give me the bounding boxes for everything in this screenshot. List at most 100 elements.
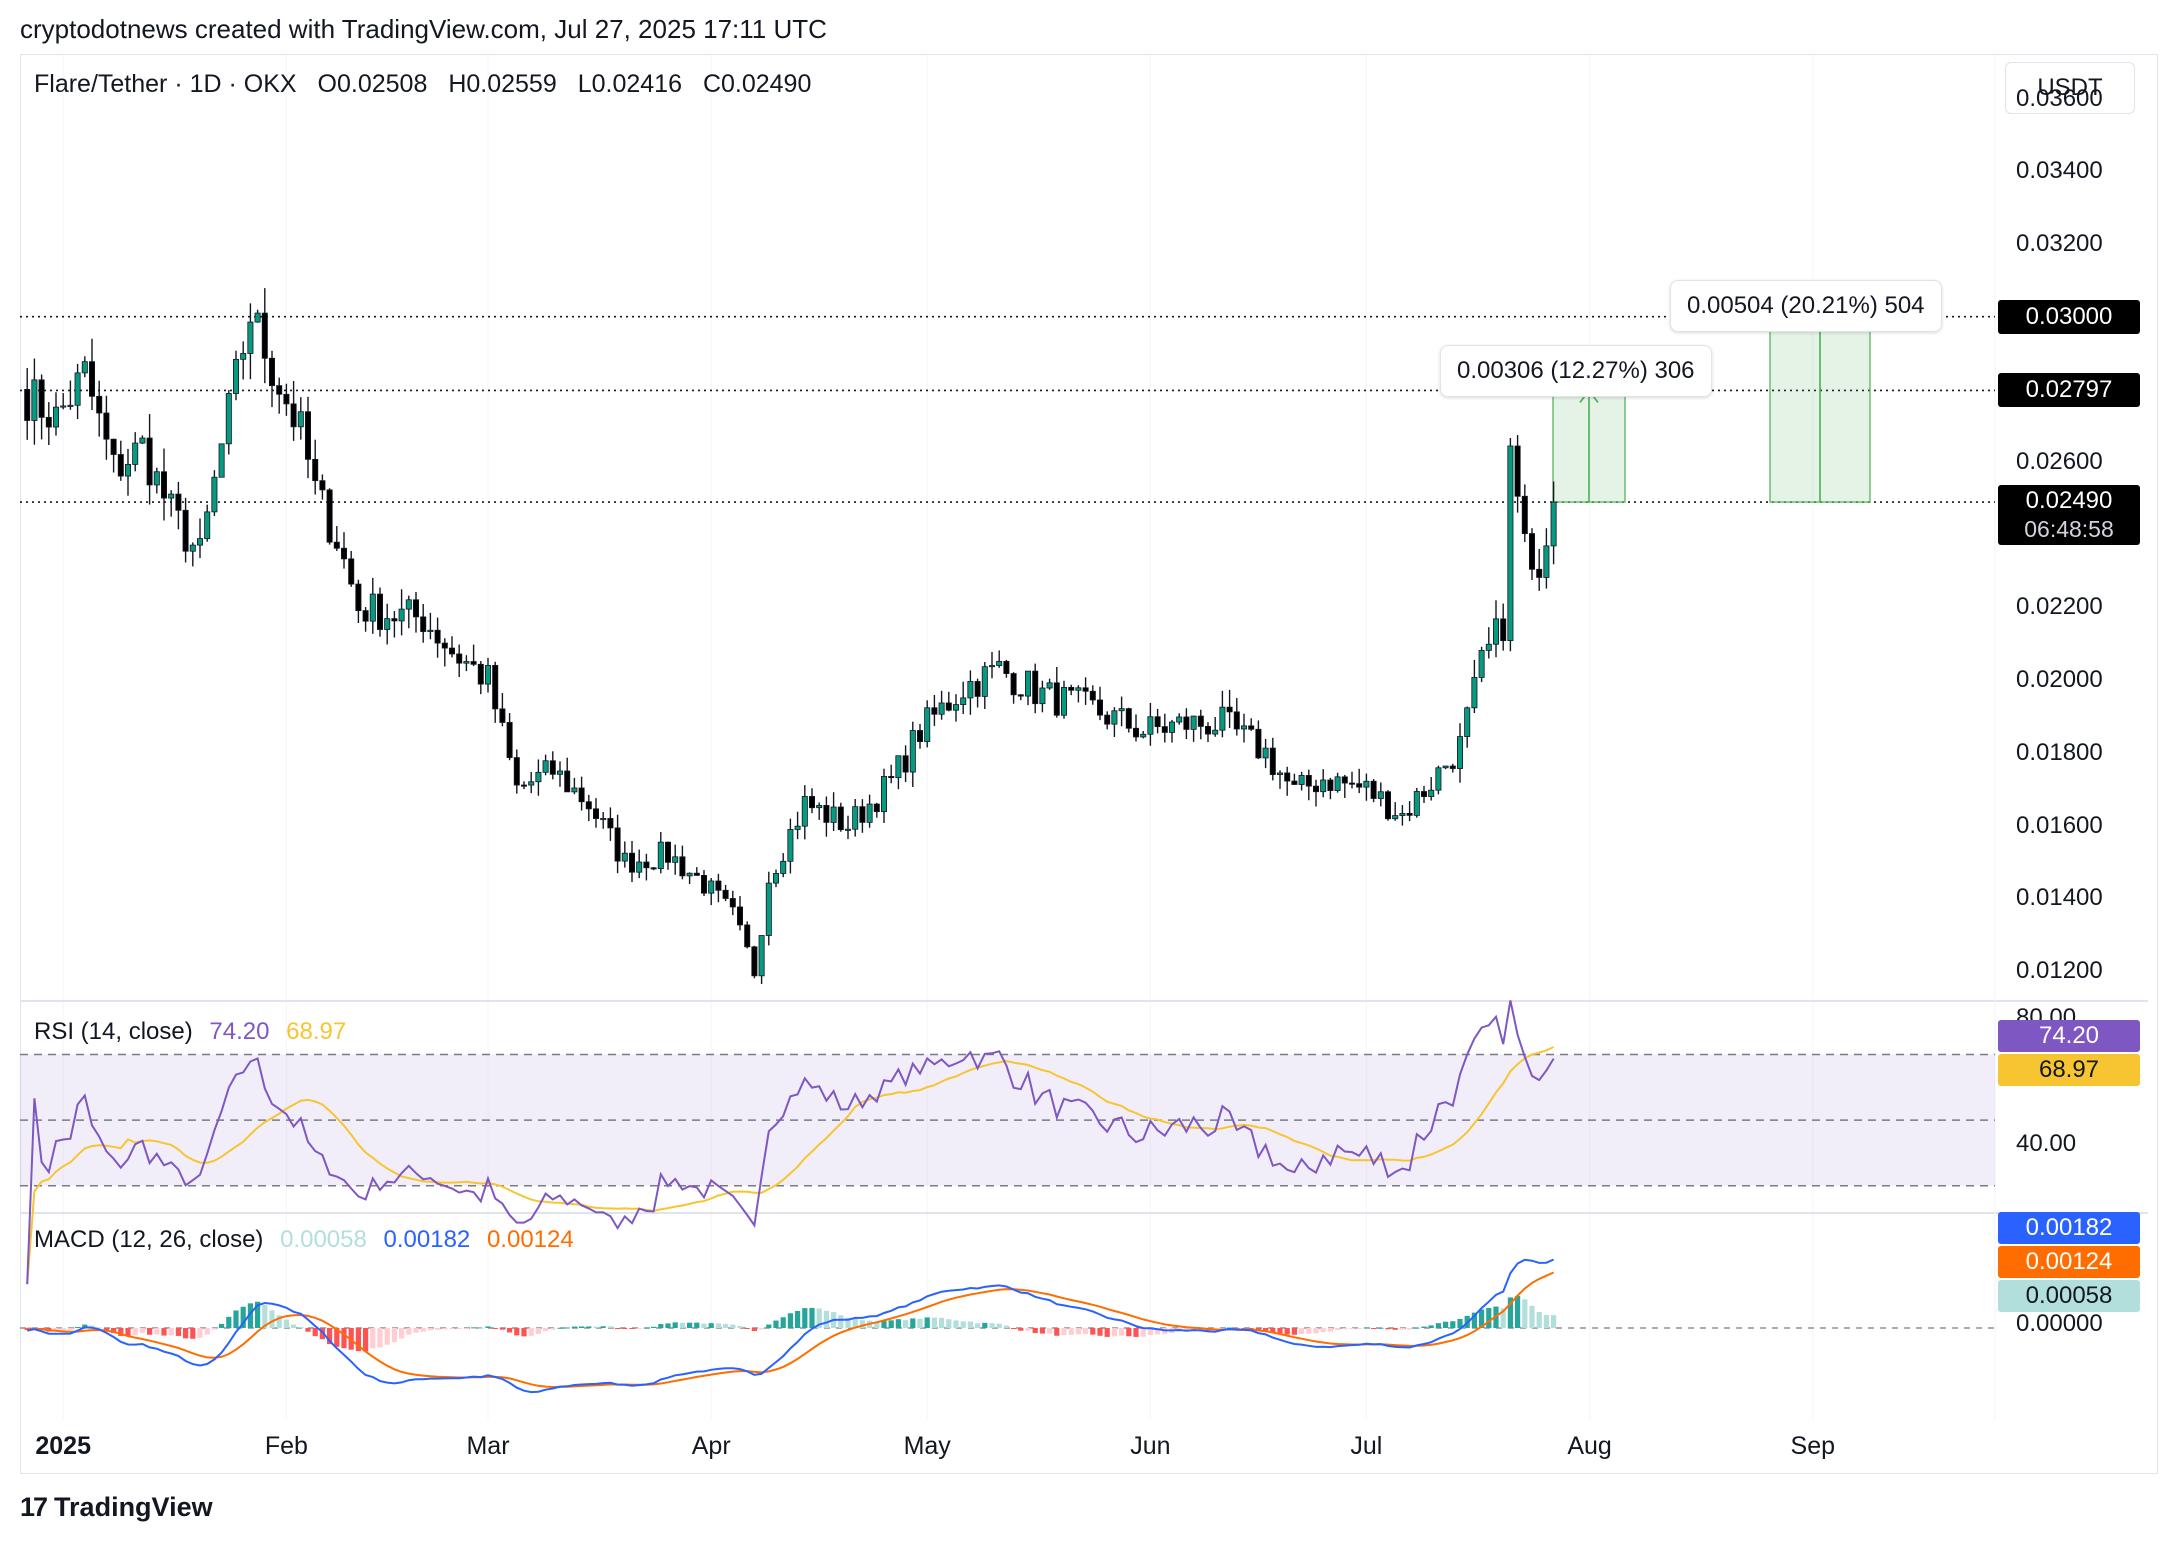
macd-histogram-bar <box>211 1328 217 1330</box>
macd-histogram-bar <box>247 1303 253 1328</box>
candle-down <box>931 707 938 715</box>
candle-up <box>852 806 859 830</box>
candle-down <box>1125 708 1132 729</box>
candle-down <box>614 827 621 862</box>
macd-histogram-bar <box>586 1326 592 1328</box>
macd-histogram-bar <box>1543 1315 1549 1328</box>
macd-histogram-bar <box>816 1308 822 1328</box>
time-axis-label-2025: 2025 <box>35 1432 91 1460</box>
macd-histogram-bar <box>183 1328 189 1339</box>
candle-up <box>657 841 664 870</box>
rsi-legend: RSI (14, close) 74.20 68.97 <box>34 1018 346 1046</box>
candle-up <box>384 618 391 630</box>
macd-histogram-bar <box>190 1328 196 1339</box>
candle-up <box>1485 643 1492 651</box>
macd-histogram-bar <box>1126 1328 1132 1337</box>
macd-histogram-bar <box>852 1318 858 1328</box>
measure-callout-2[interactable]: 0.00504 (20.21%) 504 <box>1670 280 1942 332</box>
macd-histogram-bar <box>82 1324 88 1328</box>
macd-histogram-bar <box>1277 1328 1283 1334</box>
candle-down <box>902 755 909 773</box>
candle-down <box>420 616 427 632</box>
macd-histogram-bar <box>1054 1328 1060 1336</box>
macd-histogram-bar <box>708 1323 714 1328</box>
macd-histogram-bar <box>924 1317 930 1328</box>
macd-histogram-bar <box>147 1328 153 1335</box>
measure-callout-1[interactable]: 0.00306 (12.27%) 306 <box>1440 345 1712 397</box>
candle-down <box>837 806 844 831</box>
macd-histogram-bar <box>1392 1328 1398 1330</box>
candle-down <box>326 489 333 543</box>
candle-down <box>1313 785 1320 793</box>
candle-up <box>780 860 787 874</box>
candle-up <box>1457 736 1464 769</box>
candle-up <box>1428 789 1435 797</box>
time-axis-label-feb: Feb <box>264 1432 308 1460</box>
candle-up <box>1363 780 1370 788</box>
candle-up <box>463 661 470 664</box>
candle-down <box>283 393 290 405</box>
candle-up <box>398 608 405 622</box>
macd-line-value: 0.00182 <box>383 1226 471 1253</box>
price-candles <box>24 288 1557 984</box>
candle-up <box>484 664 491 685</box>
macd-signal-tag: 0.00124 <box>1998 1246 2140 1278</box>
macd-line <box>27 1258 1554 1394</box>
macd-histogram-bar <box>111 1328 117 1334</box>
macd-axis-zero: 0.00000 <box>2016 1310 2103 1337</box>
macd-histogram-bar <box>1335 1328 1341 1331</box>
candle-up <box>1169 721 1176 733</box>
candle-up <box>542 760 549 773</box>
macd-histogram-bar <box>557 1327 563 1329</box>
candle-down <box>492 664 499 710</box>
candle-up <box>254 312 261 323</box>
macd-histogram-bar <box>730 1324 736 1328</box>
candle-down <box>477 663 484 685</box>
candle-down <box>1197 715 1204 727</box>
candle-up <box>1550 501 1557 547</box>
macd-histogram-bar <box>420 1328 426 1332</box>
macd-histogram-bar <box>737 1326 743 1328</box>
macd-histogram-bar <box>939 1317 945 1328</box>
candle-down <box>1255 728 1262 759</box>
macd-histogram-bar <box>910 1318 916 1328</box>
candle-down <box>593 808 600 819</box>
macd-histogram-bar <box>528 1328 534 1336</box>
candle-up <box>125 464 132 477</box>
macd-histogram-bar <box>773 1320 779 1328</box>
macd-hist-value: 0.00058 <box>280 1226 367 1253</box>
candle-up <box>953 704 960 711</box>
macd-histogram-bar <box>1399 1328 1405 1330</box>
macd-label[interactable]: MACD (12, 26, close) <box>34 1226 264 1253</box>
macd-histogram-bar <box>953 1320 959 1328</box>
candle-down <box>859 806 866 823</box>
tradingview-logo[interactable]: 17 TradingView <box>20 1492 213 1523</box>
candle-down <box>1010 673 1017 696</box>
candle-down <box>513 757 520 786</box>
price-axis-label: 0.01200 <box>2016 956 2103 984</box>
macd-histogram-bar <box>1133 1328 1139 1337</box>
rsi-value-tag: 74.20 <box>1998 1020 2140 1052</box>
macd-histogram-bar <box>615 1328 621 1329</box>
candle-down <box>1003 660 1010 674</box>
symbol-label[interactable]: Flare/Tether · 1D · OKX <box>34 70 297 98</box>
macd-histogram-bar <box>744 1328 750 1329</box>
close-value: C0.02490 <box>702 70 812 98</box>
rsi-label[interactable]: RSI (14, close) <box>34 1018 193 1045</box>
rsi-ma-line <box>26 1046 1555 1285</box>
macd-histogram-bar <box>535 1328 541 1334</box>
currency-button[interactable]: USDT <box>2005 62 2135 114</box>
macd-histogram-bar <box>334 1328 340 1347</box>
macd-histogram-bar <box>1083 1328 1089 1335</box>
candle-up <box>168 493 175 499</box>
candle-down <box>585 801 592 810</box>
candle-up <box>866 803 873 823</box>
macd-histogram-bar <box>1255 1328 1261 1331</box>
candle-up <box>218 443 225 478</box>
macd-histogram-bar <box>1241 1328 1247 1329</box>
candle-down <box>1529 533 1536 570</box>
candle-up <box>909 730 916 773</box>
macd-histogram-bar <box>103 1328 109 1331</box>
macd-histogram-bar <box>1039 1328 1045 1334</box>
